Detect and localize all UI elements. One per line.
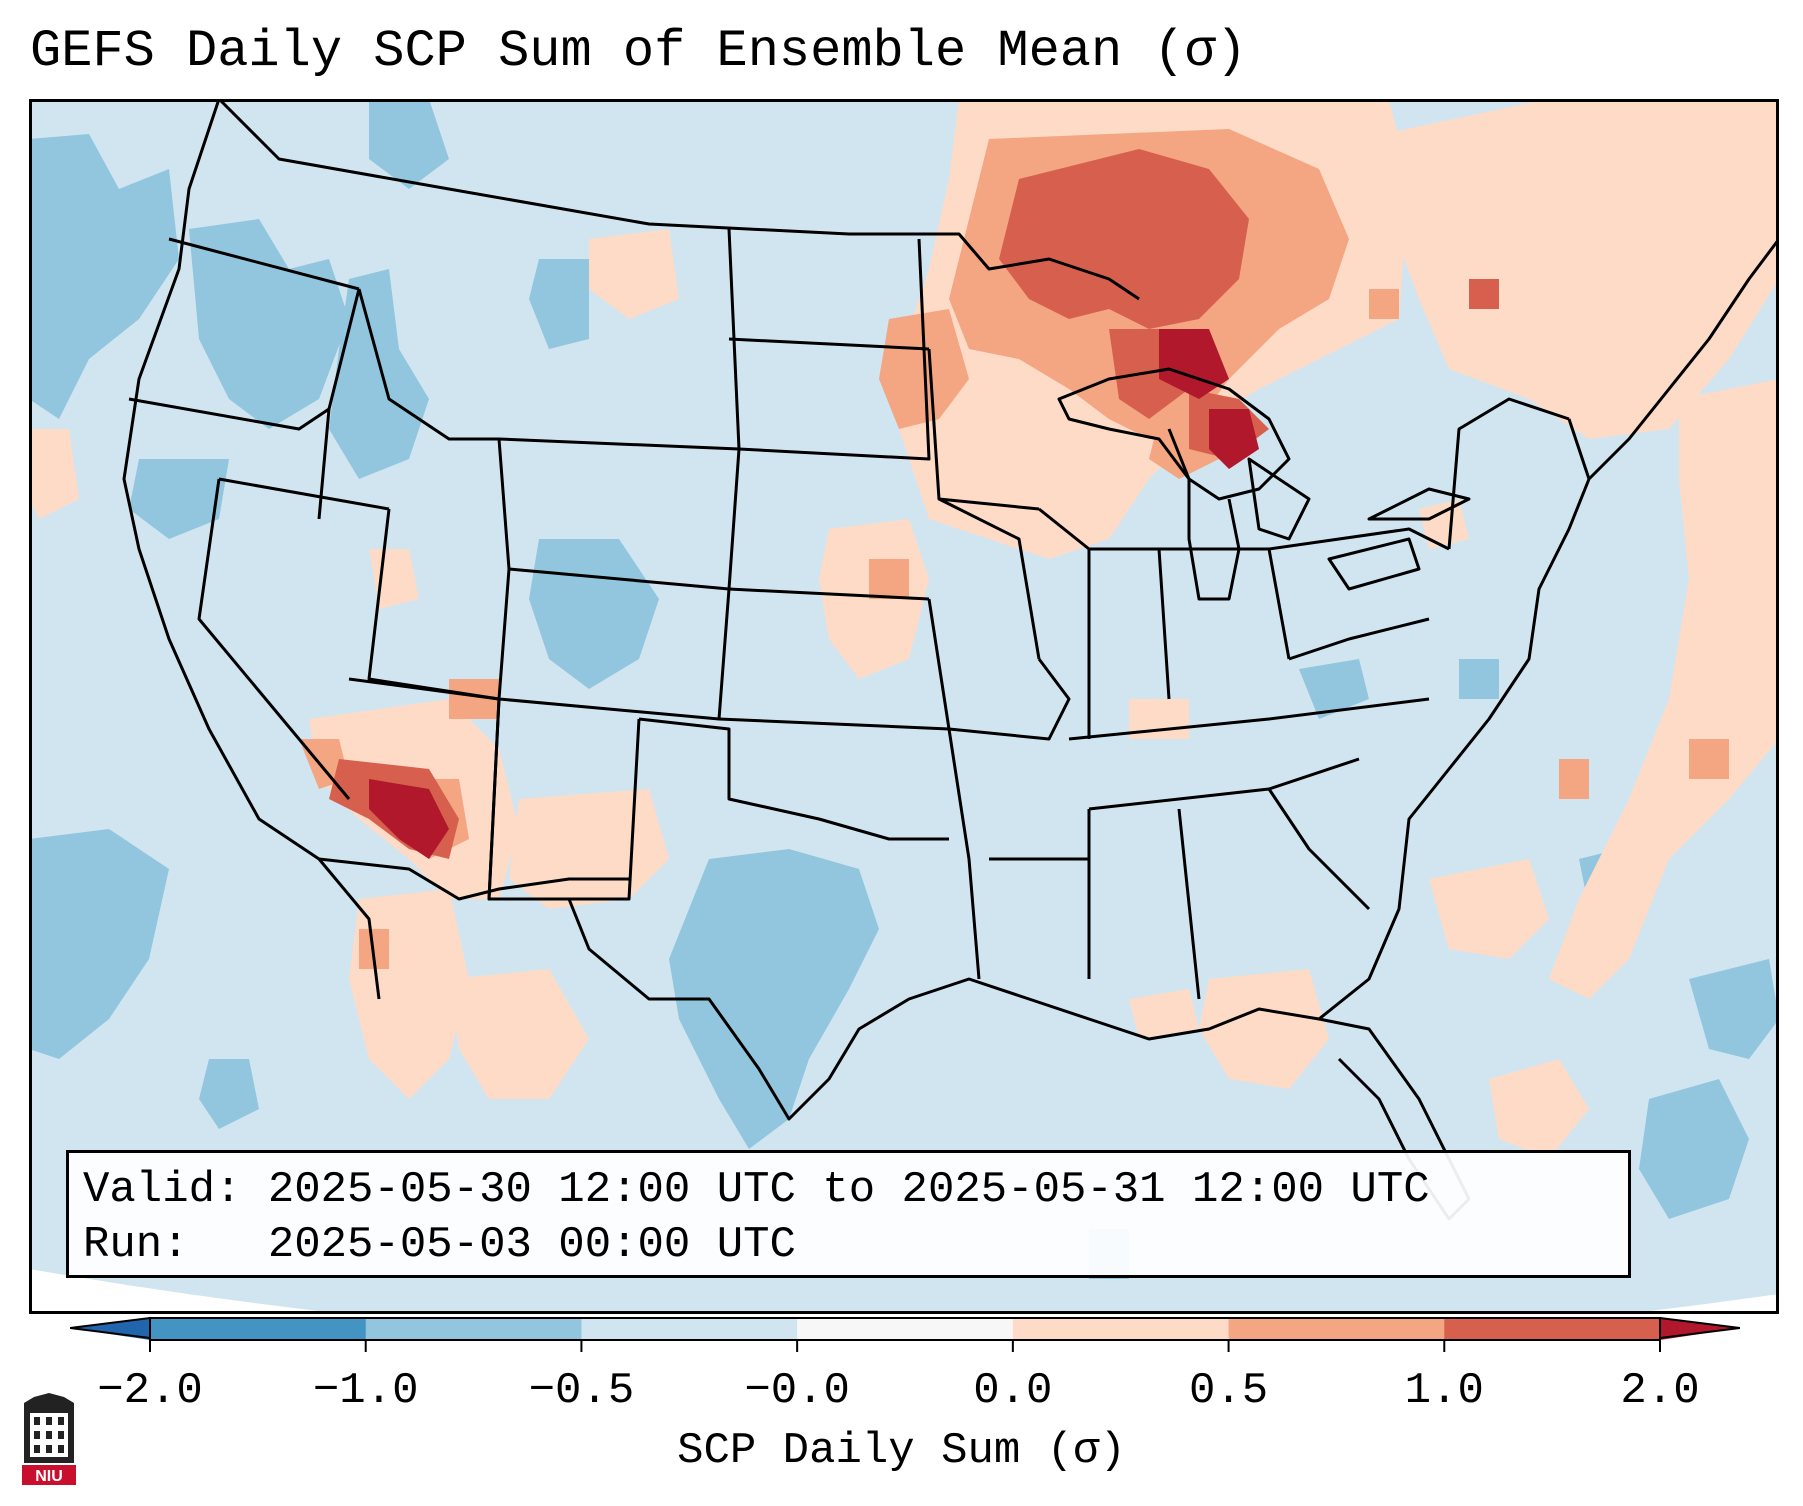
svg-text:NIU: NIU: [35, 1468, 63, 1485]
colorbar-bin: [581, 1318, 798, 1340]
map-panel: [29, 99, 1779, 1314]
negative-anomaly-patches: [29, 99, 1779, 1279]
colorbar-tick-label: −0.5: [528, 1366, 635, 1416]
run-time: 2025-05-03 00:00 UTC: [267, 1220, 796, 1270]
colorbar-bin: [1444, 1318, 1661, 1340]
extreme-positive-patches: [369, 329, 1259, 859]
colorbar-tick-label: −0.0: [744, 1366, 850, 1416]
colorbar-tick-label: 0.5: [1188, 1366, 1269, 1416]
colorbar-label: SCP Daily Sum (σ): [677, 1426, 1126, 1476]
state-boundaries: [122, 99, 1779, 1221]
colorbar-bin: [797, 1318, 1014, 1340]
niu-logo: NIU: [22, 1393, 76, 1485]
map-title: GEFS Daily SCP Sum of Ensemble Mean (σ): [30, 22, 1247, 81]
colorbar-bin: [150, 1318, 367, 1340]
colorbar-tick-label: 1.0: [1404, 1366, 1484, 1416]
colorbar-tick-label: −2.0: [97, 1366, 203, 1416]
colorbar-tick-label: 2.0: [1620, 1366, 1700, 1416]
colorbar-tick-label: 0.0: [973, 1366, 1053, 1416]
colorbar: [70, 1316, 1740, 1352]
valid-time-range: 2025-05-30 12:00 UTC to 2025-05-31 12:00…: [267, 1165, 1430, 1215]
colorbar-tick-label: −1.0: [312, 1366, 419, 1416]
colorbar-bin: [1228, 1318, 1445, 1340]
colorbar-bin: [365, 1318, 582, 1340]
run-label: Run:: [83, 1220, 189, 1270]
map-border: [29, 99, 1779, 1314]
validity-info-box: Valid: 2025-05-30 12:00 UTC to 2025-05-3…: [66, 1150, 1631, 1278]
map-canvas: [29, 99, 1779, 1314]
valid-label: Valid:: [83, 1165, 242, 1215]
colorbar-bin: [1012, 1318, 1230, 1340]
